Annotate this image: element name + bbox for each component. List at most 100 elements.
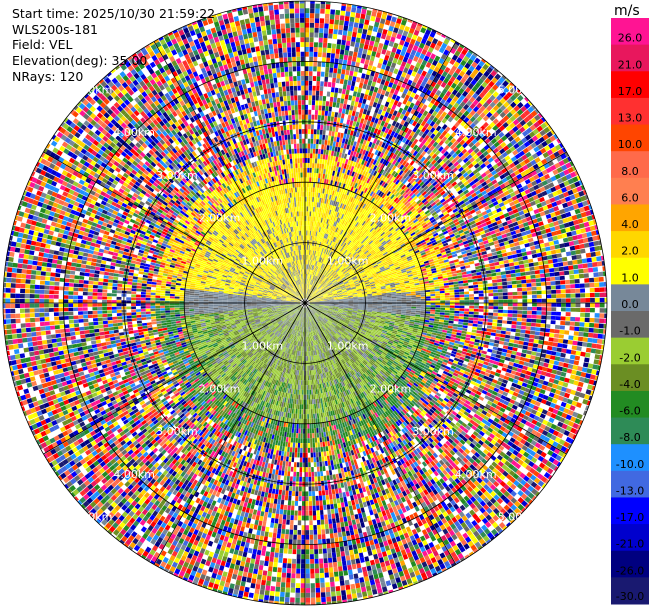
velocity-gate bbox=[373, 26, 378, 32]
velocity-gate bbox=[325, 14, 330, 19]
velocity-gate bbox=[305, 115, 308, 120]
velocity-gate bbox=[356, 8, 361, 14]
velocity-gate bbox=[332, 44, 336, 49]
velocity-gate bbox=[313, 76, 317, 81]
velocity-gate bbox=[315, 207, 317, 212]
velocity-gate bbox=[343, 104, 347, 109]
velocity-gate bbox=[354, 22, 359, 28]
velocity-gate bbox=[334, 117, 338, 122]
velocity-gate bbox=[312, 105, 315, 110]
velocity-gate bbox=[319, 96, 322, 101]
velocity-gate bbox=[318, 115, 321, 120]
velocity-gate bbox=[356, 77, 360, 83]
velocity-gate bbox=[305, 32, 309, 37]
velocity-gate bbox=[356, 92, 360, 97]
velocity-gate bbox=[343, 134, 347, 139]
velocity-gate bbox=[365, 39, 370, 45]
velocity-gate bbox=[309, 231, 310, 236]
velocity-gate bbox=[370, 16, 375, 22]
velocity-gate bbox=[308, 129, 311, 134]
velocity-gate bbox=[330, 141, 333, 146]
velocity-gate bbox=[361, 34, 366, 40]
velocity-gate bbox=[330, 58, 334, 63]
velocity-gate bbox=[324, 140, 327, 145]
velocity-gate bbox=[335, 54, 339, 59]
velocity-gate bbox=[327, 145, 330, 150]
velocity-gate bbox=[333, 141, 336, 146]
velocity-gate bbox=[371, 81, 376, 87]
velocity-gate bbox=[335, 127, 338, 132]
velocity-gate bbox=[373, 46, 378, 52]
velocity-gate bbox=[313, 182, 315, 187]
velocity-gate bbox=[333, 34, 338, 39]
velocity-gate bbox=[334, 92, 338, 97]
velocity-gate bbox=[334, 24, 339, 29]
velocity-gate bbox=[335, 10, 340, 15]
velocity-gate bbox=[316, 96, 319, 101]
velocity-gate bbox=[345, 70, 349, 75]
velocity-gate bbox=[348, 75, 352, 80]
velocity-gate bbox=[310, 202, 312, 207]
velocity-gate bbox=[341, 69, 345, 74]
velocity-gate bbox=[320, 125, 323, 130]
velocity-gate bbox=[349, 120, 353, 125]
velocity-gate bbox=[341, 40, 346, 45]
velocity-gate bbox=[347, 31, 352, 36]
velocity-gate bbox=[314, 192, 316, 197]
velocity-gate bbox=[346, 41, 351, 46]
velocity-gate bbox=[359, 18, 364, 24]
velocity-gate bbox=[361, 103, 365, 109]
velocity-gate bbox=[355, 97, 359, 102]
velocity-gate bbox=[350, 86, 354, 91]
velocity-gate bbox=[310, 221, 312, 226]
velocity-gate bbox=[309, 52, 313, 57]
velocity-gate bbox=[354, 47, 359, 53]
velocity-gate bbox=[360, 58, 365, 64]
velocity-gate bbox=[316, 144, 319, 149]
velocity-gate bbox=[367, 30, 372, 36]
velocity-gate bbox=[306, 245, 307, 250]
velocity-gate bbox=[344, 21, 349, 26]
velocity-gate bbox=[318, 173, 320, 178]
velocity-gate bbox=[311, 134, 314, 139]
velocity-gate bbox=[313, 207, 315, 212]
velocity-gate bbox=[319, 164, 322, 169]
velocity-gate bbox=[318, 42, 322, 47]
velocity-gate bbox=[373, 77, 378, 83]
velocity-gate bbox=[307, 211, 308, 216]
velocity-gate bbox=[346, 90, 350, 95]
velocity-gate bbox=[308, 216, 309, 221]
velocity-gate bbox=[320, 178, 322, 183]
velocity-gate bbox=[305, 81, 308, 86]
velocity-gate bbox=[307, 158, 309, 163]
velocity-gate bbox=[326, 101, 330, 106]
velocity-gate bbox=[314, 168, 316, 173]
velocity-gate bbox=[359, 43, 364, 49]
velocity-gate bbox=[310, 148, 312, 153]
velocity-gate bbox=[340, 98, 344, 103]
velocity-gate bbox=[352, 111, 356, 116]
velocity-gate bbox=[311, 187, 313, 192]
velocity-gate bbox=[318, 47, 322, 52]
velocity-gate bbox=[324, 23, 329, 28]
velocity-gate bbox=[348, 95, 352, 100]
velocity-gate bbox=[330, 9, 335, 14]
velocity-gate bbox=[320, 188, 322, 193]
velocity-gate bbox=[320, 154, 323, 159]
velocity-gate bbox=[352, 96, 356, 101]
velocity-gate bbox=[339, 25, 344, 30]
velocity-gate bbox=[308, 110, 311, 115]
velocity-gate bbox=[358, 48, 363, 54]
velocity-gate bbox=[317, 159, 320, 164]
velocity-gate bbox=[317, 62, 321, 67]
velocity-gate bbox=[346, 119, 350, 124]
velocity-gate bbox=[328, 82, 332, 87]
velocity-gate bbox=[326, 165, 329, 170]
velocity-gate bbox=[339, 20, 344, 25]
velocity-gate bbox=[317, 76, 321, 81]
velocity-gate bbox=[319, 38, 323, 43]
velocity-gate bbox=[306, 260, 307, 265]
velocity-gate bbox=[319, 101, 322, 106]
velocity-gate bbox=[335, 146, 338, 151]
velocity-gate bbox=[319, 28, 323, 33]
